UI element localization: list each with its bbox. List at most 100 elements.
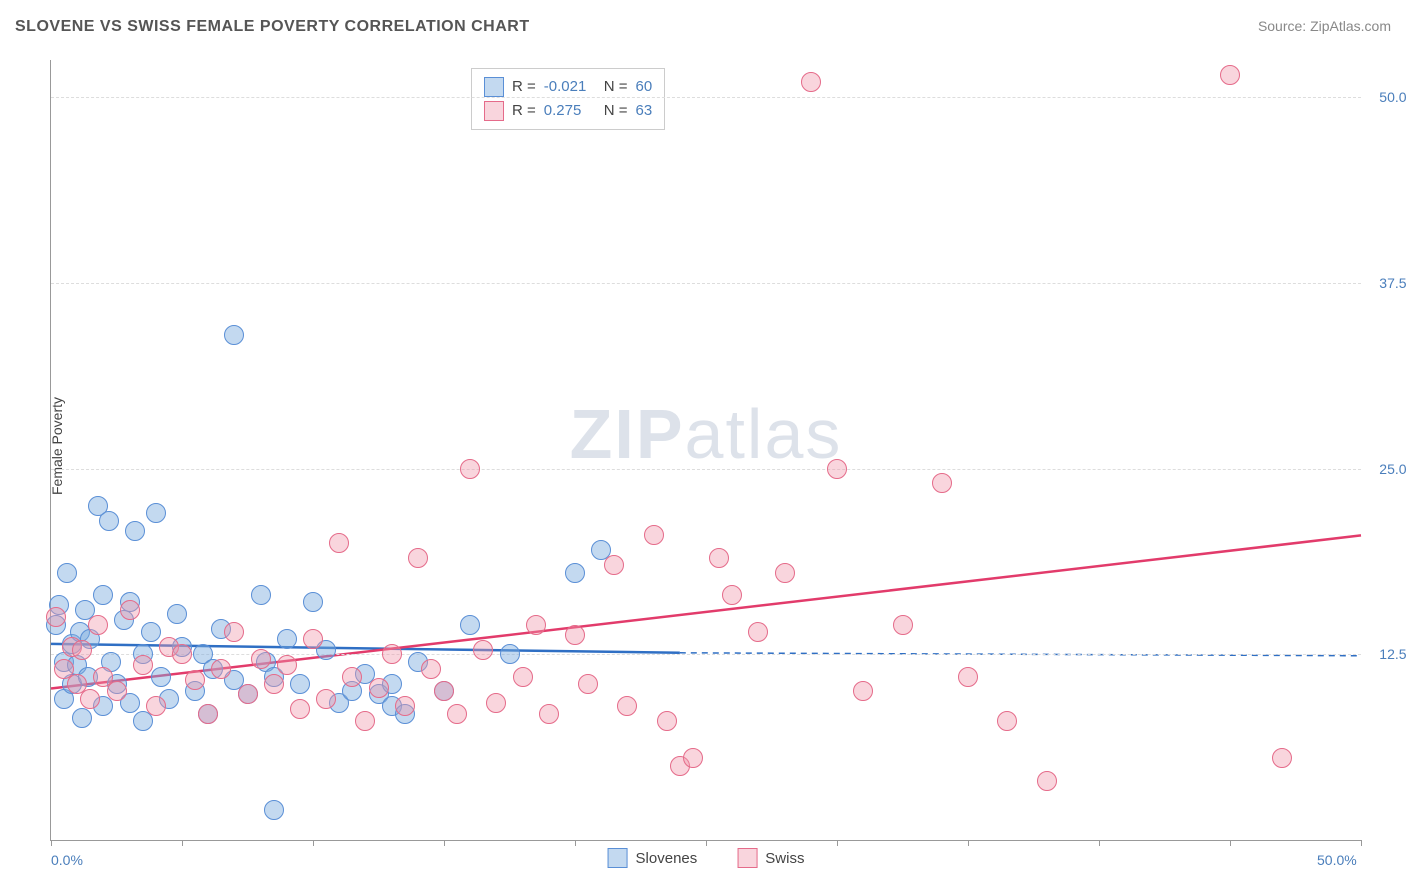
legend-swatch — [608, 848, 628, 868]
data-point — [526, 615, 546, 635]
data-point — [277, 655, 297, 675]
data-point — [107, 681, 127, 701]
data-point — [460, 459, 480, 479]
data-point — [342, 667, 362, 687]
data-point — [224, 325, 244, 345]
data-point — [290, 699, 310, 719]
data-point — [167, 604, 187, 624]
data-point — [120, 600, 140, 620]
data-point — [88, 615, 108, 635]
data-point — [57, 563, 77, 583]
data-point — [224, 622, 244, 642]
y-tick-label: 37.5% — [1369, 275, 1406, 291]
data-point — [141, 622, 161, 642]
data-point — [408, 548, 428, 568]
data-point — [238, 684, 258, 704]
gridline — [51, 283, 1361, 284]
data-point — [827, 459, 847, 479]
data-point — [251, 585, 271, 605]
trend-line — [51, 535, 1361, 688]
data-point — [211, 659, 231, 679]
data-point — [146, 696, 166, 716]
gridline — [51, 97, 1361, 98]
data-point — [1272, 748, 1292, 768]
data-point — [709, 548, 729, 568]
legend-item: Swiss — [737, 848, 804, 868]
x-tick — [1099, 840, 1100, 846]
data-point — [290, 674, 310, 694]
x-tick-label: 50.0% — [1317, 852, 1357, 868]
data-point — [146, 503, 166, 523]
data-point — [513, 667, 533, 687]
data-point — [72, 708, 92, 728]
gridline — [51, 469, 1361, 470]
legend-stat-row: R = 0.275N = 63 — [484, 99, 652, 123]
x-tick — [182, 840, 183, 846]
data-point — [46, 607, 66, 627]
data-point — [565, 563, 585, 583]
legend-label: Swiss — [765, 850, 804, 867]
legend-swatch — [484, 77, 504, 97]
data-point — [775, 563, 795, 583]
gridline — [51, 654, 1361, 655]
source-attribution: Source: ZipAtlas.com — [1258, 18, 1391, 34]
data-point — [72, 640, 92, 660]
data-point — [125, 521, 145, 541]
data-point — [748, 622, 768, 642]
data-point — [958, 667, 978, 687]
x-tick — [837, 840, 838, 846]
legend-item: Slovenes — [608, 848, 698, 868]
data-point — [93, 585, 113, 605]
x-tick — [1230, 840, 1231, 846]
data-point — [447, 704, 467, 724]
y-tick-label: 12.5% — [1369, 646, 1406, 662]
data-point — [853, 681, 873, 701]
data-point — [434, 681, 454, 701]
data-point — [932, 473, 952, 493]
data-point — [133, 655, 153, 675]
data-point — [303, 629, 323, 649]
data-point — [644, 525, 664, 545]
data-point — [99, 511, 119, 531]
data-point — [500, 644, 520, 664]
data-point — [264, 800, 284, 820]
data-point — [316, 689, 336, 709]
data-point — [997, 711, 1017, 731]
data-point — [539, 704, 559, 724]
data-point — [355, 711, 375, 731]
data-point — [382, 644, 402, 664]
y-tick-label: 25.0% — [1369, 461, 1406, 477]
data-point — [722, 585, 742, 605]
data-point — [1037, 771, 1057, 791]
series-legend: Slovenes Swiss — [608, 848, 805, 868]
legend-swatch — [484, 101, 504, 121]
x-tick — [968, 840, 969, 846]
y-tick-label: 50.0% — [1369, 89, 1406, 105]
legend-label: Slovenes — [636, 850, 698, 867]
x-tick — [313, 840, 314, 846]
data-point — [329, 533, 349, 553]
data-point — [683, 748, 703, 768]
legend-swatch — [737, 848, 757, 868]
data-point — [578, 674, 598, 694]
data-point — [185, 670, 205, 690]
data-point — [460, 615, 480, 635]
scatter-plot-area: ZIPatlas R = -0.021N = 60R = 0.275N = 63… — [50, 60, 1361, 841]
data-point — [264, 674, 284, 694]
data-point — [893, 615, 913, 635]
chart-title: SLOVENE VS SWISS FEMALE POVERTY CORRELAT… — [15, 18, 530, 35]
data-point — [565, 625, 585, 645]
data-point — [617, 696, 637, 716]
data-point — [486, 693, 506, 713]
trend-lines-layer — [51, 60, 1361, 840]
data-point — [151, 667, 171, 687]
data-point — [198, 704, 218, 724]
x-tick — [444, 840, 445, 846]
data-point — [604, 555, 624, 575]
x-tick — [706, 840, 707, 846]
data-point — [657, 711, 677, 731]
data-point — [801, 72, 821, 92]
x-tick — [575, 840, 576, 846]
data-point — [80, 689, 100, 709]
x-tick — [51, 840, 52, 846]
